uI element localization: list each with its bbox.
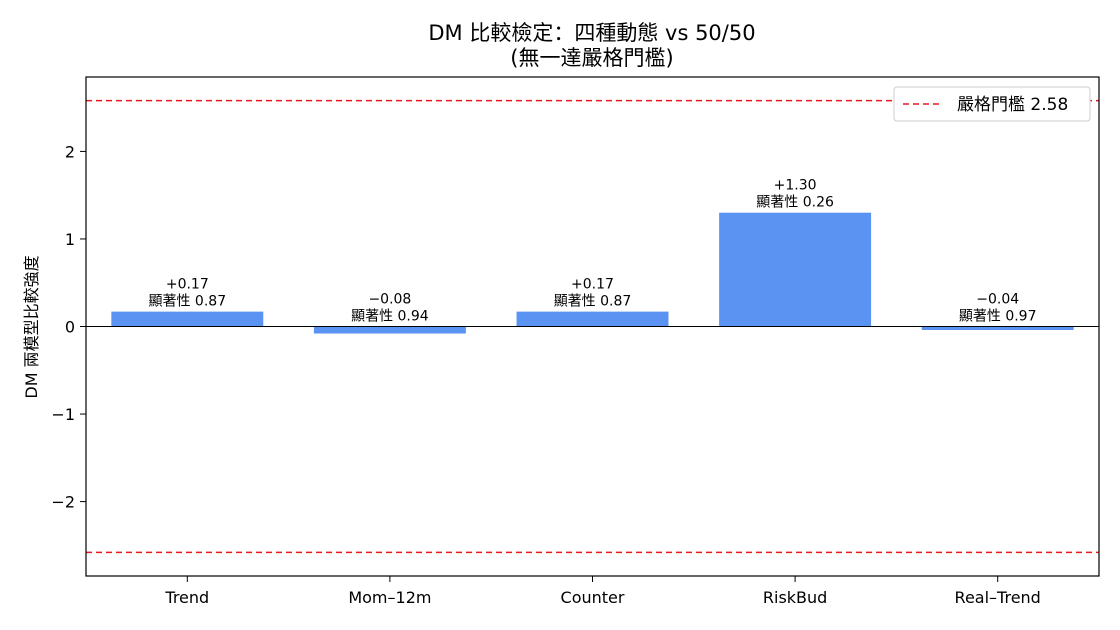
y-axis-label: DM 兩模型比較強度 bbox=[22, 255, 41, 398]
bar-significance-label: 顯著性 0.26 bbox=[756, 195, 834, 211]
bar-significance-label: 顯著性 0.94 bbox=[351, 309, 429, 325]
bar-value-label: +0.17 bbox=[571, 277, 614, 293]
bar bbox=[516, 311, 669, 327]
bar-value-label: −0.04 bbox=[976, 292, 1019, 308]
chart-subtitle: (無一達嚴格門檻) bbox=[510, 46, 673, 70]
bar-value-label: +1.30 bbox=[774, 178, 817, 194]
bar bbox=[719, 212, 872, 327]
bar-significance-label: 顯著性 0.87 bbox=[554, 294, 632, 310]
bar-value-label: −0.08 bbox=[368, 292, 411, 308]
y-tick-label: −1 bbox=[51, 405, 75, 424]
x-tick-label: RiskBud bbox=[763, 588, 827, 607]
legend-threshold-label: 嚴格門檻 2.58 bbox=[957, 95, 1068, 115]
chart-title: DM 比較檢定：四種動態 vs 50/50 bbox=[428, 21, 755, 45]
bar-significance-label: 顯著性 0.97 bbox=[959, 309, 1037, 325]
y-tick-label: −2 bbox=[51, 493, 75, 512]
y-tick-label: 2 bbox=[65, 142, 75, 161]
bar bbox=[313, 326, 466, 334]
bar-value-label: +0.17 bbox=[166, 277, 209, 293]
legend-box bbox=[893, 86, 1091, 122]
x-tick-label: Mom–12m bbox=[348, 588, 431, 607]
y-tick-label: 0 bbox=[65, 318, 75, 337]
legend: 嚴格門檻 2.58 bbox=[893, 86, 1091, 122]
x-tick-label: Trend bbox=[164, 588, 209, 607]
bar bbox=[921, 326, 1074, 331]
x-tick-label: Real–Trend bbox=[955, 588, 1041, 607]
x-tick-label: Counter bbox=[561, 588, 625, 607]
bar bbox=[111, 311, 264, 327]
y-tick-label: 1 bbox=[65, 230, 75, 249]
plot-frame bbox=[85, 76, 1100, 577]
bar-significance-label: 顯著性 0.87 bbox=[148, 294, 226, 310]
